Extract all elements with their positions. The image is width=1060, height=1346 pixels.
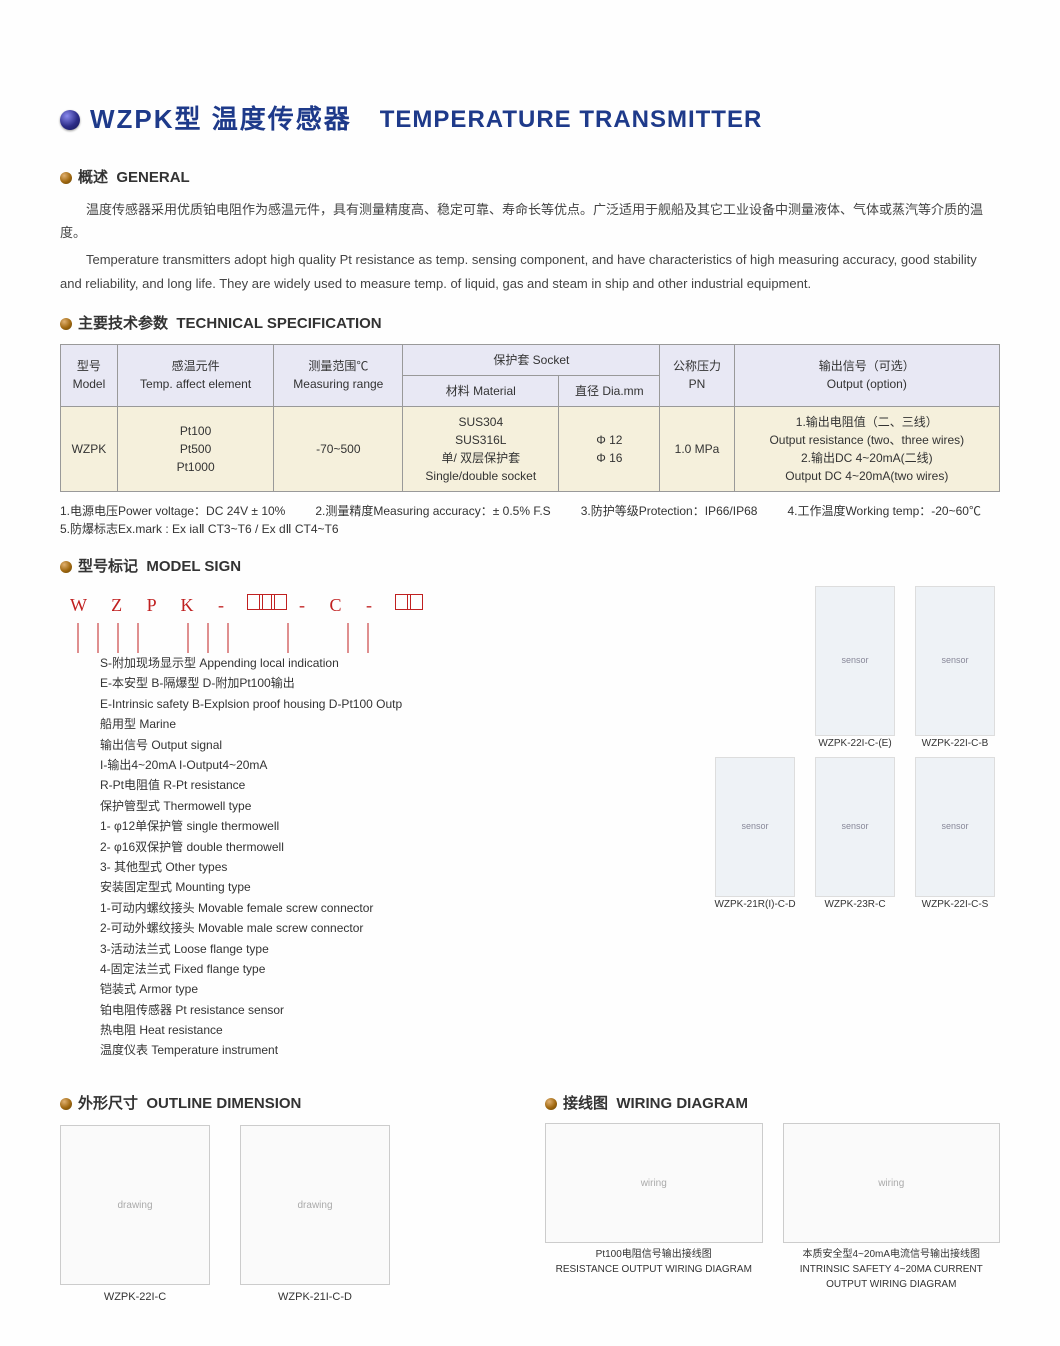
bullet-small-icon xyxy=(60,561,72,573)
note-3: 3.防护等级Protection：IP66/IP68 xyxy=(581,502,758,520)
outline-drawing-icon: drawing xyxy=(60,1125,210,1285)
product-image-icon: sensor xyxy=(815,586,895,736)
note-1: 1.电源电压Power voltage：DC 24V ± 10% xyxy=(60,502,285,520)
product-image-icon: sensor xyxy=(915,757,995,897)
bullet-small-icon xyxy=(545,1098,557,1110)
wiring-left: wiring Pt100电阻信号输出接线图 RESISTANCE OUTPUT … xyxy=(545,1123,763,1292)
td-model: WZPK xyxy=(61,406,118,491)
title-en: TEMPERATURE TRANSMITTER xyxy=(380,102,763,138)
td-outputs: 1.输出电阻值（二、三线） Output resistance (two、thr… xyxy=(734,406,999,491)
general-para-en: Temperature transmitters adopt high qual… xyxy=(60,248,1000,295)
td-elements: Pt100 Pt500 Pt1000 xyxy=(117,406,273,491)
product-images: sensor WZPK-22I-C-(E) sensor WZPK-22I-C-… xyxy=(700,586,1000,1061)
section-wiring: 接线图 WIRING DIAGRAM xyxy=(545,1093,1000,1116)
wiring-diagram-icon: wiring xyxy=(545,1123,763,1243)
section-model-cn: 型号标记 xyxy=(78,556,138,579)
section-tech: 主要技术参数 TECHNICAL SPECIFICATION xyxy=(60,313,1000,336)
bullet-small-icon xyxy=(60,172,72,184)
product-image-icon: sensor xyxy=(715,757,795,897)
section-tech-en: TECHNICAL SPECIFICATION xyxy=(176,313,381,336)
section-outline: 外形尺寸 OUTLINE DIMENSION xyxy=(60,1093,515,1116)
bullet-large-icon xyxy=(60,110,80,130)
td-range: -70~500 xyxy=(274,406,403,491)
spec-table: 型号 Model 感温元件 Temp. affect element 测量范围℃… xyxy=(60,344,1000,492)
general-para-cn: 温度传感器采用优质铂电阻作为感温元件，具有测量精度高、稳定可靠、寿命长等优点。广… xyxy=(60,198,1000,245)
product-item: sensor WZPK-22I-C-(E) xyxy=(810,586,900,751)
section-general: 概述 GENERAL xyxy=(60,167,1000,190)
th-element: 感温元件 Temp. affect element xyxy=(117,344,273,406)
th-material: 材料 Material xyxy=(403,375,559,406)
th-range: 测量范围℃ Measuring range xyxy=(274,344,403,406)
wiring-right: wiring 本质安全型4~20mA电流信号输出接线图 INTRINSIC SA… xyxy=(783,1123,1001,1292)
bullet-small-icon xyxy=(60,318,72,330)
section-general-en: GENERAL xyxy=(116,167,189,190)
outline-item: drawing WZPK-22I-C xyxy=(60,1125,210,1306)
wiring-diagram-icon: wiring xyxy=(783,1123,1001,1243)
note-5: 5.防爆标志Ex.mark : Ex iaⅡ CT3~T6 / Ex dⅡ CT… xyxy=(60,520,339,538)
bullet-small-icon xyxy=(60,1098,72,1110)
model-legend: S-附加现场显示型 Appending local indication E-本… xyxy=(100,653,680,1061)
tech-notes: 1.电源电压Power voltage：DC 24V ± 10% 2.测量精度M… xyxy=(60,502,1000,538)
th-socket: 保护套 Socket xyxy=(403,344,660,375)
model-code-row: W Z P K - - C - xyxy=(70,592,680,619)
table-row: WZPK Pt100 Pt500 Pt1000 -70~500 SUS304 S… xyxy=(61,406,1000,491)
th-pn: 公称压力 PN xyxy=(660,344,734,406)
section-tech-cn: 主要技术参数 xyxy=(78,313,168,336)
th-dia: 直径 Dia.mm xyxy=(559,375,660,406)
th-model: 型号 Model xyxy=(61,344,118,406)
outline-drawing-icon: drawing xyxy=(240,1125,390,1285)
section-model-en: MODEL SIGN xyxy=(146,556,241,579)
title-cn: WZPK型 温度传感器 xyxy=(90,100,352,139)
td-dias: Φ 12 Φ 16 xyxy=(559,406,660,491)
product-item: sensor WZPK-22I-C-S xyxy=(910,757,1000,912)
td-pn: 1.0 MPa xyxy=(660,406,734,491)
main-title: WZPK型 温度传感器 TEMPERATURE TRANSMITTER xyxy=(60,100,1000,139)
note-4: 4.工作温度Working temp：-20~60℃ xyxy=(787,502,981,520)
product-item: sensor WZPK-22I-C-B xyxy=(910,586,1000,751)
section-general-cn: 概述 xyxy=(78,167,108,190)
product-item: sensor WZPK-23R-C xyxy=(810,757,900,912)
section-model: 型号标记 MODEL SIGN xyxy=(60,556,1000,579)
th-output: 输出信号（可选） Output (option) xyxy=(734,344,999,406)
outline-item: drawing WZPK-21I-C-D xyxy=(240,1125,390,1306)
td-materials: SUS304 SUS316L 单/ 双层保护套 Single/double so… xyxy=(403,406,559,491)
product-item: sensor WZPK-21R(I)-C-D xyxy=(710,757,800,912)
product-image-icon: sensor xyxy=(915,586,995,736)
model-tick-lines-icon xyxy=(60,623,440,653)
product-image-icon: sensor xyxy=(815,757,895,897)
note-2: 2.测量精度Measuring accuracy：± 0.5% F.S xyxy=(315,502,550,520)
